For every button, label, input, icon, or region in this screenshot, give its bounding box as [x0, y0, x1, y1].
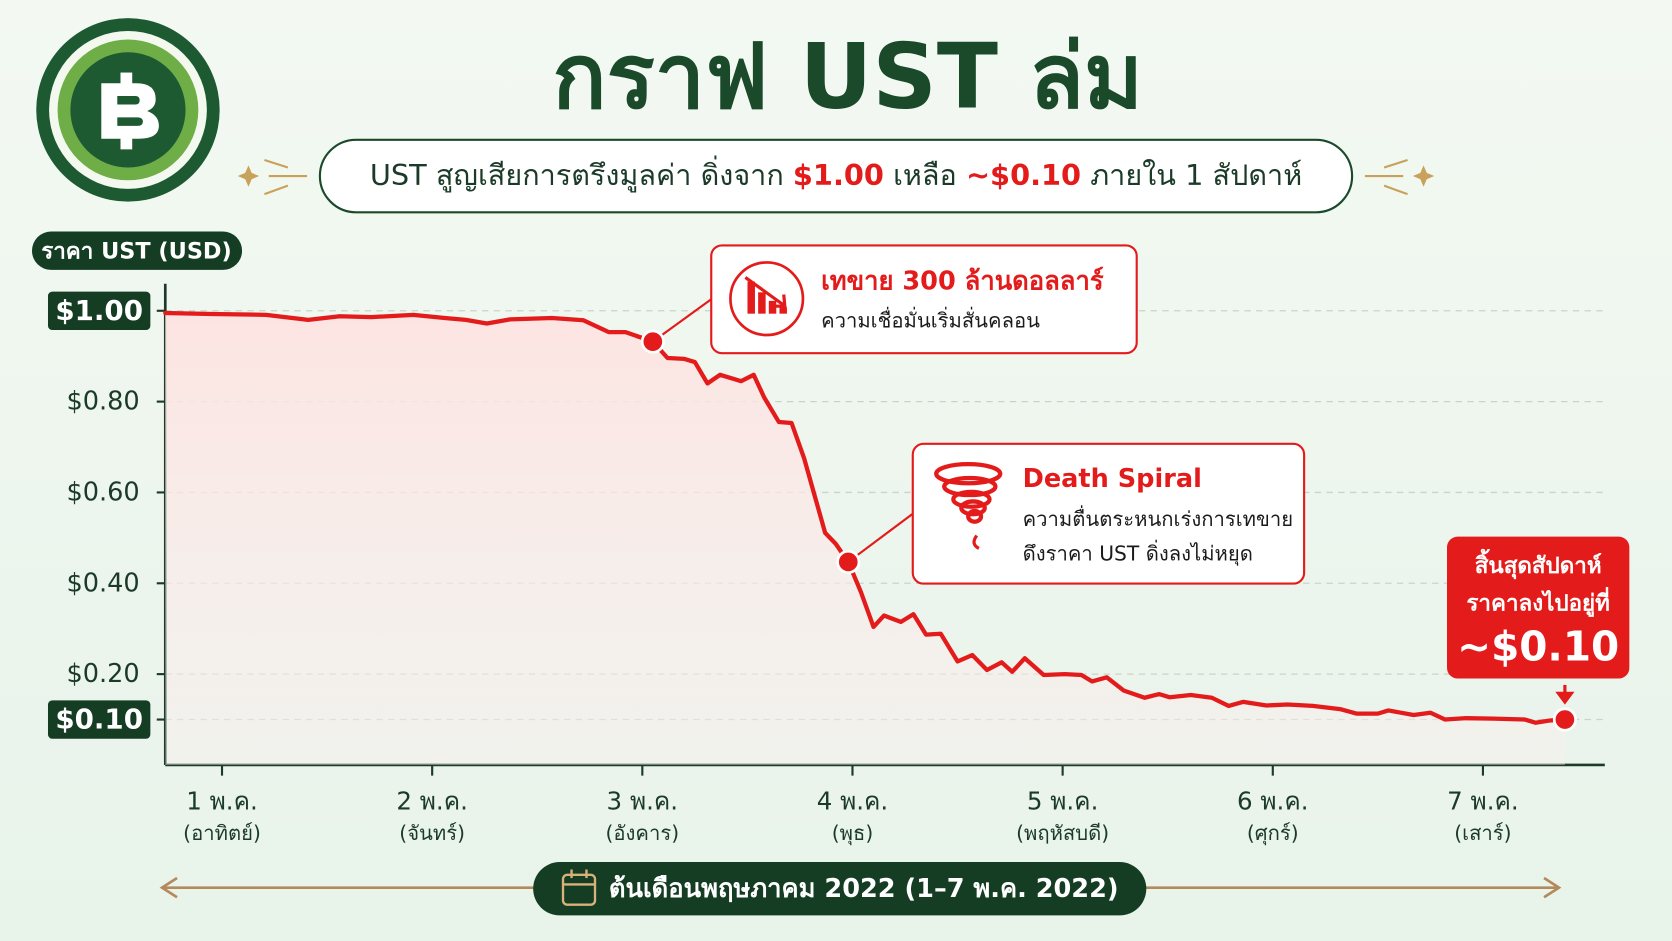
callout-box — [710, 244, 1138, 355]
callout-title: ~$0.10 — [1457, 623, 1619, 671]
y-axis-label: ราคา UST (USD) — [41, 238, 232, 264]
x-tick-sublabel: (พุธ) — [832, 821, 874, 846]
subtitle-text: ภายใน 1 สัปดาห์ — [1081, 158, 1302, 192]
x-tick-sublabel: (อังคาร) — [606, 821, 680, 845]
x-tick-label: 7 พ.ค. — [1447, 786, 1519, 815]
callout-icon-bar — [779, 307, 787, 314]
x-tick-sublabel: (อาทิตย์) — [183, 821, 261, 845]
callout-text: ราคาลงไปอยู่ที่ — [1466, 586, 1609, 617]
callout-icon-bar — [758, 292, 766, 314]
arrow-head — [1543, 876, 1562, 899]
x-tick-label: 2 พ.ค. — [396, 786, 468, 815]
y-tick-label: $0.80 — [66, 387, 139, 417]
price-line — [163, 310, 1568, 725]
sparkle-ray — [264, 159, 289, 169]
callout-text: ดึงราคา UST ดิ่งลงไม่หยุด — [1023, 539, 1253, 566]
arrow-head — [159, 876, 178, 899]
x-tick-label: 1 พ.ค. — [186, 786, 258, 815]
callout-text: สิ้นสุดสัปดาห์ — [1475, 548, 1602, 580]
callout-icon-swirl — [934, 461, 1003, 486]
subtitle-text: UST สูญเสียการตรึงมูลค่า ดิ่งจาก — [370, 155, 793, 193]
callout-icon-swirl — [966, 508, 984, 524]
y-tick-label: $0.60 — [66, 478, 139, 508]
y-tick-label: $0.20 — [66, 659, 139, 689]
subtitle-highlight: $1.00 — [793, 158, 884, 192]
sparkle — [237, 165, 260, 187]
callout-icon — [729, 261, 805, 337]
callout-title: Death Spiral — [1023, 464, 1202, 494]
x-tick-sublabel: (พฤหัสบดี) — [1016, 821, 1109, 845]
x-tick-sublabel: (จันทร์) — [399, 821, 465, 845]
subtitle-text: เหลือ — [884, 158, 966, 192]
sparkles — [237, 159, 1435, 196]
y-tick-highlight — [47, 291, 151, 330]
callout-icon-bar — [747, 281, 755, 314]
sparkle-ray — [1383, 184, 1408, 196]
calendar-icon — [561, 869, 597, 906]
callout-icon-swirl — [959, 499, 987, 517]
callout-box — [911, 442, 1306, 585]
calendar-body — [561, 873, 597, 906]
x-axis-label: ต้นเดือนพฤษภาคม 2022 (1–7 พ.ค. 2022) — [609, 874, 1119, 904]
callout-connector — [847, 512, 914, 563]
sparkle-ray — [264, 184, 289, 196]
x-tick-sublabel: (ศุกร์) — [1247, 821, 1299, 846]
annotation-point — [1552, 707, 1577, 732]
callout-text: ความตื่นตระหนกเร่งการเทขาย — [1023, 505, 1293, 531]
sparkle — [1412, 165, 1435, 187]
y-tick-label: $1.00 — [55, 294, 143, 327]
callout-connector — [652, 298, 712, 343]
x-tick-label: 4 พ.ค. — [817, 786, 889, 815]
callout-icon-swirl — [942, 475, 998, 498]
subtitle: UST สูญเสียการตรึงมูลค่า ดิ่งจาก $1.00 เ… — [370, 155, 1302, 193]
area-fill — [165, 313, 1565, 765]
logo — [36, 18, 220, 202]
logo-glyph — [120, 136, 133, 150]
subtitle-highlight: ~$0.10 — [966, 158, 1081, 192]
callout-title: เทขาย 300 ล้านดอลลาร์ — [821, 266, 1104, 297]
callout-icon-swirl — [951, 489, 992, 509]
callout-icon-arrow — [744, 276, 787, 308]
y-tick-label: $0.10 — [55, 703, 143, 736]
callout-arrow-head — [1555, 691, 1575, 705]
x-tick-label: 6 พ.ค. — [1237, 786, 1309, 815]
x-tick-label: 3 พ.ค. — [607, 786, 679, 815]
sparkle-ray — [1383, 159, 1408, 169]
callout-icon-bar — [768, 300, 777, 314]
callout-text: ความเชื่อมั่นเริ่มสั่นคลอน — [821, 307, 1040, 333]
y-tick-label: $0.40 — [66, 568, 139, 598]
logo-glyph — [101, 83, 159, 139]
annotation-point — [640, 329, 665, 354]
x-tick-sublabel: (เสาร์) — [1454, 821, 1511, 845]
callout-box — [1447, 536, 1630, 679]
title: กราฟ UST ล่ม — [552, 26, 1143, 130]
x-tick-label: 5 พ.ค. — [1027, 786, 1099, 815]
x-axis-label-pill — [533, 862, 1147, 916]
subtitle-pill — [318, 138, 1354, 214]
y-axis-label-pill — [31, 231, 243, 270]
logo-glyph — [120, 72, 133, 86]
callout-icon-tail — [972, 534, 980, 550]
y-tick-highlight — [47, 700, 151, 739]
annotation-point — [836, 549, 861, 574]
